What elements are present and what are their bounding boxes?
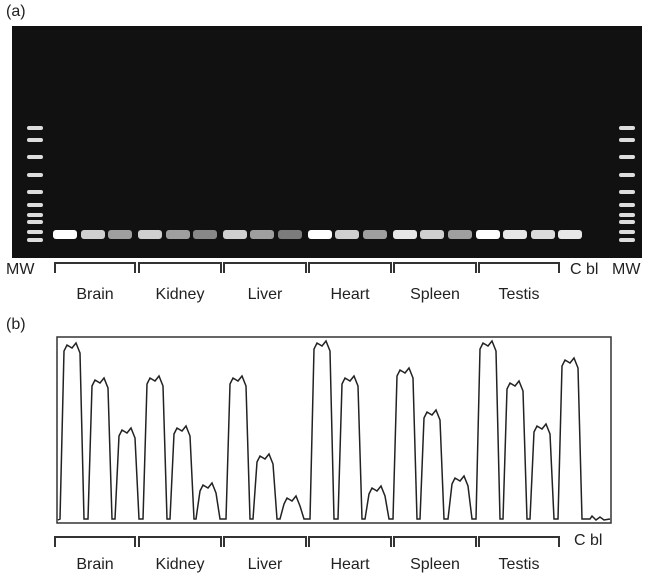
mw-right-label: MW [612, 261, 641, 278]
control-label: C bl [570, 261, 598, 278]
group-label: Brain [76, 286, 113, 303]
ladder-band [619, 190, 635, 194]
group-label: Spleen [410, 556, 460, 573]
group-bracket [54, 262, 136, 273]
group-label: Liver [248, 286, 283, 303]
gel-band [53, 230, 77, 239]
group-label: Heart [330, 286, 370, 303]
ladder-band [619, 138, 635, 142]
panel-a-label: (a) [6, 3, 26, 20]
ladder-band [619, 230, 635, 234]
control-label: C bl [574, 532, 602, 549]
group-bracket [138, 262, 222, 273]
gel-band [558, 230, 582, 239]
group-bracket [393, 262, 477, 273]
ladder-band [27, 138, 43, 142]
gel-band [308, 230, 332, 239]
group-bracket [478, 262, 560, 273]
group-bracket [478, 536, 560, 547]
ladder-band [619, 173, 635, 177]
group-label: Spleen [410, 286, 460, 303]
ladder-band [27, 126, 43, 130]
ladder-band [27, 190, 43, 194]
group-label: Testis [499, 556, 540, 573]
densitometry-trace [57, 339, 611, 521]
panel-b-label: (b) [6, 316, 26, 333]
gel-band [193, 230, 217, 239]
gel-band [393, 230, 417, 239]
ladder-band [619, 203, 635, 207]
ladder-band [619, 155, 635, 159]
group-bracket [393, 536, 477, 547]
group-label: Brain [76, 556, 113, 573]
ladder-band [619, 220, 635, 224]
ladder-band [27, 213, 43, 217]
group-bracket [138, 536, 222, 547]
group-label: Liver [248, 556, 283, 573]
ladder-band [27, 230, 43, 234]
gel-band [166, 230, 190, 239]
gel-band [81, 230, 105, 239]
gel-band [223, 230, 247, 239]
gel-band [335, 230, 359, 239]
gel-band [476, 230, 500, 239]
group-bracket [54, 536, 136, 547]
group-bracket [223, 262, 307, 273]
group-bracket [223, 536, 307, 547]
ladder-band [27, 173, 43, 177]
gel-band [278, 230, 302, 239]
ladder-band [619, 213, 635, 217]
gel-band [420, 230, 444, 239]
gel-band [531, 230, 555, 239]
group-bracket [308, 536, 392, 547]
group-label: Heart [330, 556, 370, 573]
group-bracket [308, 262, 392, 273]
group-label: Kidney [156, 286, 205, 303]
gel-band [108, 230, 132, 239]
ladder-band [27, 203, 43, 207]
gel-band [448, 230, 472, 239]
mw-left-label: MW [6, 261, 35, 278]
gel-band [503, 230, 527, 239]
gel-image [12, 26, 642, 258]
group-label: Kidney [156, 556, 205, 573]
gel-band [363, 230, 387, 239]
ladder-band [619, 238, 635, 242]
ladder-band [27, 155, 43, 159]
ladder-band [27, 238, 43, 242]
gel-band [250, 230, 274, 239]
ladder-band [27, 220, 43, 224]
gel-band [138, 230, 162, 239]
ladder-band [619, 126, 635, 130]
group-label: Testis [499, 286, 540, 303]
